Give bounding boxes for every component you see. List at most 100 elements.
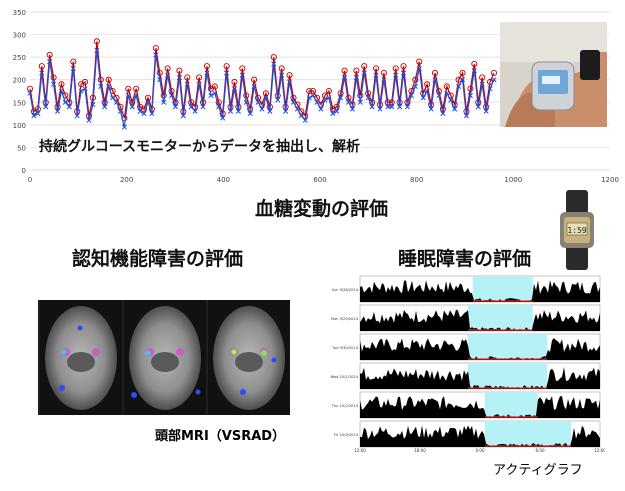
sleep-period [468,334,548,360]
data-point [82,78,89,86]
x-tick-label: 200 [120,176,133,184]
data-point [361,63,368,70]
data-point [279,72,285,78]
data-point [113,99,120,105]
data-point [275,97,281,103]
data-point [455,76,462,83]
data-point [271,61,277,67]
data-point [298,113,304,119]
data-point [330,111,336,117]
data-point [353,67,360,74]
data-point [125,92,131,99]
data-point [400,63,407,70]
data-point [141,111,147,117]
data-point [373,72,379,78]
data-point [203,63,210,70]
data-point [377,106,383,112]
data-point [35,111,41,117]
data-point [467,85,474,92]
data-point [349,106,355,112]
sleep-period [484,421,572,447]
data-point [90,101,96,108]
data-point [208,92,214,99]
glucose-chart: 0 50 100 150 200 250 300 350 0 200 400 600 800 1000 12… [13,9,619,184]
data-point [334,108,340,114]
data-point [322,97,328,103]
day-label: Fri 10/3/2014 [334,433,359,437]
data-point [106,83,112,90]
data-point [58,81,65,88]
y-tick-label: 250 [13,54,26,62]
data-point [137,108,143,114]
data-point [113,94,120,101]
data-point [487,86,493,92]
data-point [220,115,226,121]
data-point [490,69,498,76]
data-point [452,106,458,112]
y-tick-label: 150 [13,99,26,107]
sleep-period [472,276,533,302]
data-point [294,106,300,112]
data-point [361,70,367,76]
data-point [448,97,454,103]
data-point [262,90,269,97]
data-point [310,87,317,95]
data-point [247,111,253,117]
data-point [239,72,245,78]
data-point [424,81,431,88]
y-tick-label: 50 [17,144,26,152]
data-point [204,70,210,76]
data-point [192,108,198,114]
data-point [342,74,348,81]
data-point [211,83,218,90]
data-point [231,86,238,92]
mri-slice [40,300,122,415]
data-point [110,95,116,101]
y-tick-label: 350 [13,9,26,17]
data-point [169,92,175,99]
data-point [164,65,171,72]
x-tick-label: 600 [313,176,326,184]
data-point [467,92,473,99]
actigraph-caption: アクティグラフ [493,463,583,478]
data-point [153,52,159,58]
data-point [51,81,57,87]
heading-glucose-variability: 血糖変動の評価 [255,198,389,220]
data-point [431,69,439,76]
data-point [176,74,182,81]
data-point [145,99,151,105]
day-label: Tue 9/30/2014 [331,346,358,350]
data-point [121,124,127,130]
data-point [372,65,380,72]
data-point [129,99,136,106]
actigraphy-chart: Sun 9/28/2014 Mon 9/29/2014 Tue 9/30/2014 W… [331,275,605,453]
data-point [78,88,84,94]
data-point [196,81,202,87]
data-point [471,60,478,67]
data-point [117,108,123,114]
data-point [133,85,140,92]
data-point [125,85,132,92]
data-point [184,74,191,81]
glucose-caption: 持続グルコースモニターからデータを抽出し、解析 [36,135,364,157]
activity-trace [360,338,600,360]
data-point [389,104,395,110]
activity-trace [360,425,600,447]
heading-cognitive-impairment: 認知機能障害の評価 [72,248,244,270]
data-point [98,83,104,90]
x-tick-label: 0 [28,176,32,184]
data-point [224,70,230,76]
data-point [188,104,194,110]
data-point [26,85,34,92]
data-point [156,69,163,76]
data-point [152,45,159,52]
y-tick-label: 0 [22,167,26,175]
data-point [385,104,391,110]
data-point [239,65,246,72]
data-point [459,69,466,76]
data-point [416,65,422,71]
brain-mri-images [38,300,290,415]
y-tick-label: 100 [13,122,26,130]
cgm-photo [500,22,607,127]
data-point [404,104,411,110]
